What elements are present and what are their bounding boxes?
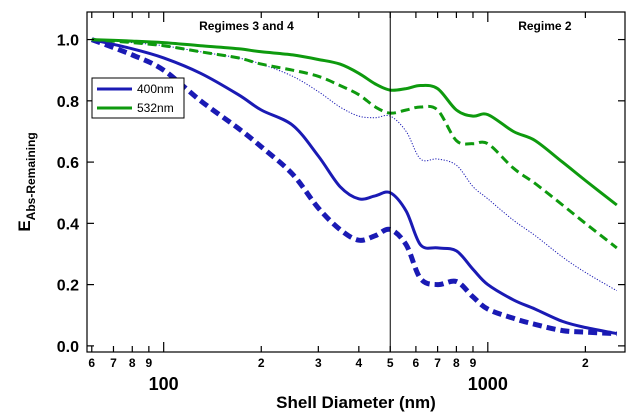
legend: 400nm 532nm <box>91 77 185 119</box>
plot-border <box>86 11 626 353</box>
legend-label-532nm: 532nm <box>137 101 174 115</box>
y-tick-label: 0.6 <box>57 155 79 172</box>
y-tick-label: 0.4 <box>57 216 79 233</box>
x-minor-tick-label: 6 <box>88 356 95 370</box>
x-minor-tick-label: 4 <box>355 356 362 370</box>
series-line-3 <box>91 38 618 207</box>
x-minor-tick-label: 2 <box>582 356 589 370</box>
x-minor-tick-label: 9 <box>470 356 477 370</box>
plot-frame <box>86 11 626 353</box>
x-minor-tick-label: 8 <box>453 356 460 370</box>
x-major-tick-label: 1000 <box>468 374 508 394</box>
x-major-tick-label: 100 <box>149 374 179 394</box>
y-axis-title: EAbs-Remaining <box>15 132 38 231</box>
x-minor-tick-label: 7 <box>434 356 441 370</box>
x-minor-tick-label: 8 <box>129 356 136 370</box>
x-axis-title: Shell Diameter (nm) <box>276 393 436 412</box>
y-axis-title-subscript: Abs-Remaining <box>24 132 38 220</box>
y-tick-label: 0.8 <box>57 94 79 111</box>
y-tick-label: 0.0 <box>57 339 79 356</box>
legend-box <box>91 77 185 119</box>
x-minor-tick-label: 2 <box>258 356 265 370</box>
x-minor-tick-label: 3 <box>315 356 322 370</box>
x-minor-tick-label: 9 <box>146 356 153 370</box>
annotation-regime-2: Regime 2 <box>518 19 572 33</box>
y-tick-label: 0.2 <box>57 278 79 295</box>
y-axis-title-main: E <box>15 220 34 231</box>
legend-label-400nm: 400nm <box>137 82 174 96</box>
y-tick-label: 1.0 <box>57 33 79 50</box>
annotation-regimes-3-4: Regimes 3 and 4 <box>199 19 294 33</box>
x-minor-tick-label: 6 <box>413 356 420 370</box>
x-minor-tick-label: 5 <box>387 356 394 370</box>
x-minor-tick-label: 7 <box>110 356 117 370</box>
